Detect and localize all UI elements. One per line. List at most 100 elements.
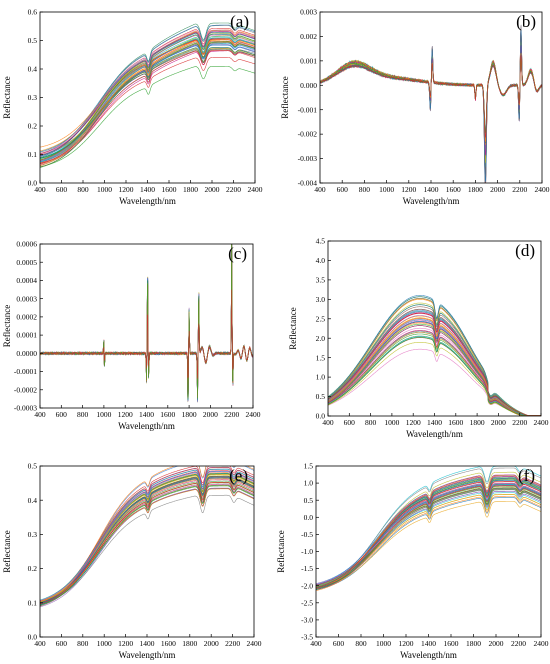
x-tick-label: 1000 bbox=[97, 639, 112, 648]
y-tick-label: -0.5 bbox=[301, 530, 313, 539]
x-tick-label: 2200 bbox=[225, 639, 240, 648]
y-axis-label: Reflectance bbox=[280, 76, 290, 118]
series-line bbox=[40, 50, 255, 164]
x-tick-label: 1200 bbox=[119, 185, 134, 194]
y-tick-label: 0.4 bbox=[28, 65, 38, 74]
x-axis-label: Wavelength/nm bbox=[119, 650, 176, 660]
x-axis-label: Wavelength/nm bbox=[406, 429, 463, 439]
x-tick-label: 1400 bbox=[140, 639, 155, 648]
x-axis-label: Wavelength/nm bbox=[400, 650, 457, 660]
panel-label: (e) bbox=[229, 466, 248, 485]
x-tick-label: 1600 bbox=[161, 639, 176, 648]
series-line bbox=[40, 485, 254, 605]
series-line bbox=[316, 497, 541, 590]
x-axis-label: Wavelength/nm bbox=[118, 421, 175, 431]
y-tick-label: 0.001 bbox=[300, 56, 317, 65]
y-tick-label: -0.0003 bbox=[14, 404, 37, 413]
series-line bbox=[316, 489, 541, 589]
x-tick-label: 1800 bbox=[182, 410, 197, 419]
y-tick-label: 0.4 bbox=[28, 496, 38, 505]
series-line bbox=[40, 488, 254, 602]
panel-2: 400 600 800 1000 1200 1400 1600 1800 2000 2200 240… bbox=[280, 8, 550, 206]
y-tick-label: 1.0 bbox=[316, 373, 326, 382]
x-tick-label: 800 bbox=[77, 639, 89, 648]
y-tick-label: 0.2 bbox=[28, 122, 38, 131]
y-tick-label: 0.0002 bbox=[16, 312, 37, 321]
y-tick-label: 0.2 bbox=[28, 564, 38, 573]
x-tick-label: 1200 bbox=[118, 410, 133, 419]
y-tick-label: 0.0 bbox=[316, 412, 326, 421]
x-tick-label: 1600 bbox=[444, 639, 459, 648]
x-tick-label: 2200 bbox=[226, 185, 241, 194]
x-tick-label: 800 bbox=[77, 185, 89, 194]
y-tick-label: -1.0 bbox=[301, 547, 313, 556]
y-tick-label: 0.5 bbox=[28, 36, 38, 45]
x-tick-label: 1000 bbox=[97, 185, 112, 194]
panel-4: 400 600 800 1000 1200 1400 1600 1800 2000 2200 240… bbox=[288, 237, 549, 439]
y-tick-label: -1.5 bbox=[301, 564, 313, 573]
panel-1: 400 600 800 1000 1200 1400 1600 1800 2000 2200 240… bbox=[2, 8, 263, 206]
series-line bbox=[40, 66, 255, 168]
y-tick-label: 0.0006 bbox=[16, 240, 37, 249]
x-tick-label: 1400 bbox=[427, 418, 442, 427]
y-tick-label: -3.0 bbox=[301, 616, 313, 625]
x-tick-label: 400 bbox=[34, 639, 46, 648]
x-tick-label: 1800 bbox=[468, 185, 483, 194]
series-line bbox=[316, 501, 541, 589]
x-tick-label: 2000 bbox=[490, 185, 505, 194]
series-line bbox=[328, 312, 541, 416]
y-tick-label: 0.5 bbox=[316, 392, 326, 401]
x-tick-label: 2200 bbox=[224, 410, 239, 419]
series-line bbox=[40, 38, 255, 152]
x-tick-label: 400 bbox=[34, 185, 46, 194]
series-line bbox=[328, 325, 541, 416]
x-tick-label: 1400 bbox=[421, 639, 436, 648]
y-tick-label: -0.003 bbox=[298, 154, 318, 163]
x-tick-label: 2400 bbox=[535, 185, 550, 194]
series-line bbox=[40, 474, 254, 602]
y-tick-label: 0.000 bbox=[300, 81, 317, 90]
x-tick-label: 1800 bbox=[182, 639, 197, 648]
series-line bbox=[40, 494, 254, 605]
series-line bbox=[328, 337, 541, 416]
x-tick-label: 1000 bbox=[379, 185, 394, 194]
series-line bbox=[316, 492, 541, 587]
series-line bbox=[40, 40, 255, 148]
x-tick-label: 800 bbox=[365, 418, 377, 427]
y-tick-label: 0.3 bbox=[28, 93, 38, 102]
y-tick-label: 0.0003 bbox=[16, 294, 37, 303]
x-tick-label: 600 bbox=[56, 410, 68, 419]
x-tick-label: 1000 bbox=[384, 418, 399, 427]
x-tick-label: 2400 bbox=[248, 185, 263, 194]
y-tick-label: 1.5 bbox=[304, 462, 314, 471]
x-tick-label: 1400 bbox=[140, 185, 155, 194]
x-tick-label: 2200 bbox=[512, 418, 527, 427]
x-tick-label: 1200 bbox=[406, 418, 421, 427]
series-group bbox=[40, 22, 255, 168]
series-line bbox=[328, 342, 541, 416]
x-tick-label: 800 bbox=[77, 410, 89, 419]
x-tick-label: 600 bbox=[333, 639, 345, 648]
y-tick-label: 0.003 bbox=[300, 8, 317, 17]
panel-5: 400 600 800 1000 1200 1400 1600 1800 2000 2200 240… bbox=[2, 462, 262, 660]
panel-label: (f) bbox=[518, 466, 535, 485]
y-tick-label: -0.004 bbox=[298, 179, 318, 188]
x-tick-label: 800 bbox=[359, 185, 371, 194]
x-tick-label: 1600 bbox=[162, 185, 177, 194]
series-line bbox=[40, 47, 255, 159]
y-tick-label: 0.0 bbox=[28, 633, 38, 642]
y-axis-label: Reflectance bbox=[2, 530, 12, 572]
x-tick-label: 1400 bbox=[139, 410, 154, 419]
x-tick-label: 1600 bbox=[448, 418, 463, 427]
series-line bbox=[328, 318, 541, 416]
x-tick-label: 2000 bbox=[204, 639, 219, 648]
x-tick-label: 800 bbox=[355, 639, 367, 648]
x-tick-label: 2000 bbox=[205, 185, 220, 194]
y-tick-label: -0.001 bbox=[298, 105, 318, 114]
y-tick-label: 0.0005 bbox=[16, 258, 37, 267]
y-axis-label: Reflectance bbox=[2, 305, 12, 347]
panel-label: (a) bbox=[230, 12, 249, 31]
series-group bbox=[320, 24, 542, 183]
series-line bbox=[320, 55, 542, 138]
